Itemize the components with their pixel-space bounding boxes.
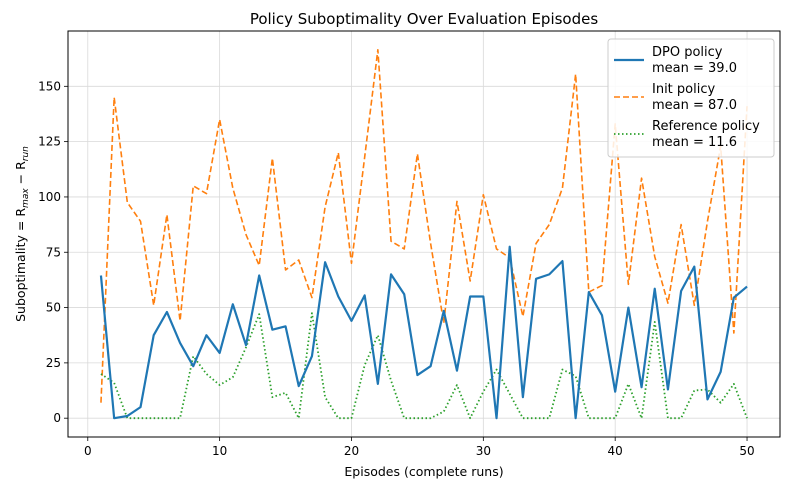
y-tick-label: 100 <box>38 190 61 204</box>
series-line-init-policy <box>100 49 748 403</box>
chart-title: Policy Suboptimality Over Evaluation Epi… <box>250 10 599 28</box>
series-line-reference-policy <box>100 312 748 420</box>
axis-ticks: 0 10 20 30 40 50 0 25 50 75 100 125 150 <box>38 79 755 458</box>
legend-mean-dpo: mean = 39.0 <box>652 61 737 76</box>
legend-label-dpo: DPO policy <box>652 45 723 60</box>
legend-mean-reference: mean = 11.6 <box>652 135 737 150</box>
y-tick-label: 150 <box>38 79 61 93</box>
x-tick-label: 30 <box>476 444 491 458</box>
x-tick-label: 20 <box>344 444 359 458</box>
legend-mean-init: mean = 87.0 <box>652 98 737 113</box>
y-tick-label: 25 <box>46 356 61 370</box>
y-tick-label: 0 <box>53 411 61 425</box>
legend-label-init: Init policy <box>652 82 715 97</box>
y-tick-label: 125 <box>38 135 61 149</box>
series-lines <box>99 49 748 420</box>
y-tick-label: 75 <box>46 245 61 259</box>
legend: DPO policy mean = 39.0 Init policy mean … <box>607 38 775 158</box>
x-tick-label: 40 <box>608 444 623 458</box>
y-tick-label: 50 <box>46 301 61 315</box>
x-tick-label: 50 <box>739 444 754 458</box>
y-axis-label: Suboptimality = Rmax − Rrun <box>13 146 31 322</box>
legend-box <box>607 38 775 158</box>
series-line-dpo-policy <box>99 245 748 420</box>
x-axis-label: Episodes (complete runs) <box>344 464 503 479</box>
plot-frame <box>67 30 781 438</box>
legend-label-reference: Reference policy <box>652 119 760 134</box>
x-tick-label: 0 <box>84 444 92 458</box>
x-tick-label: 10 <box>212 444 227 458</box>
